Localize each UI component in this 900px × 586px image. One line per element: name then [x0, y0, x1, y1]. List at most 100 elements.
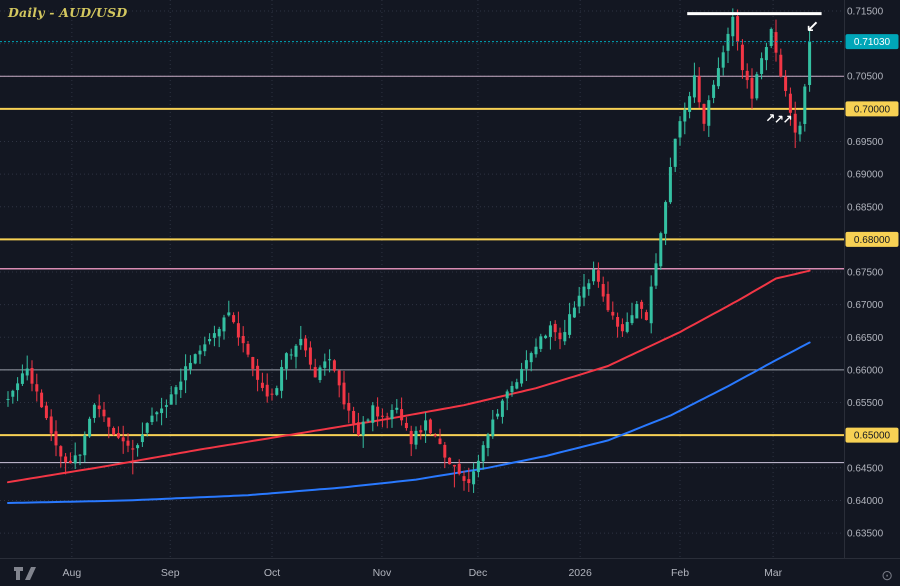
candle-body: [25, 368, 29, 376]
candle-body: [64, 456, 68, 463]
candle-body: [97, 405, 101, 410]
candle-body: [577, 295, 581, 307]
candle-body: [304, 338, 308, 351]
candle-body: [620, 324, 624, 332]
arrow-annotation: ↗: [765, 111, 775, 125]
candle-body: [150, 415, 154, 423]
candle-body: [88, 418, 92, 437]
candle-body: [222, 317, 226, 332]
candle-body: [136, 445, 140, 449]
candle-body: [188, 362, 192, 370]
time-axis-label: Dec: [469, 567, 488, 579]
candle-body: [179, 381, 183, 390]
candle-body: [500, 400, 504, 417]
candle-body: [644, 312, 648, 321]
candle-body: [726, 33, 730, 51]
candle-body: [654, 263, 658, 286]
candle-body: [318, 367, 322, 381]
candle-body: [601, 284, 605, 297]
price-axis-label: 0.66000: [847, 365, 884, 376]
candle-body: [241, 335, 245, 344]
candle-body: [452, 464, 456, 467]
candle-body: [352, 411, 356, 424]
candle-body: [611, 311, 615, 316]
candle-body: [505, 391, 509, 399]
price-axis-label: 0.70500: [847, 72, 884, 83]
candle-body: [11, 390, 15, 397]
candle-body: [294, 345, 298, 357]
candle-body: [289, 354, 293, 356]
candle-body: [630, 315, 634, 324]
arrow-annotation: ↙: [806, 17, 819, 36]
candle-body: [678, 121, 682, 138]
time-axis-label: 2026: [568, 567, 592, 579]
candle-body: [697, 76, 701, 103]
candle-body: [20, 373, 24, 384]
candle-body: [563, 332, 567, 342]
candle-body: [366, 419, 370, 421]
candle-body: [774, 32, 778, 53]
candle-body: [328, 359, 332, 361]
candle-body: [131, 448, 135, 450]
candle-body: [524, 360, 528, 369]
candle-body: [16, 383, 20, 391]
candle-body: [438, 438, 442, 445]
candle-body: [112, 428, 116, 435]
candle-body: [68, 460, 72, 464]
candle-body: [683, 109, 687, 122]
candle-body: [155, 412, 159, 415]
price-axis-label: 0.71500: [847, 6, 884, 17]
candle-body: [755, 74, 759, 99]
candle-body: [625, 321, 629, 332]
candle-body: [692, 75, 696, 98]
time-axis[interactable]: Aug Sep Oct Nov Dec 2026 Feb Mar: [62, 567, 782, 579]
candle-body: [232, 315, 236, 323]
candle-body: [308, 347, 312, 365]
candle-body: [476, 460, 480, 473]
time-axis-label: Mar: [764, 567, 783, 579]
candle-body: [337, 370, 341, 386]
moving-averages: [7, 269, 811, 504]
candle-body: [217, 328, 221, 337]
candle-body: [390, 409, 394, 420]
candle-body: [736, 16, 740, 42]
candle-body: [592, 269, 596, 282]
candle-body: [760, 58, 764, 74]
price-axis-badge-label: 0.71030: [854, 37, 891, 48]
candle-body: [251, 356, 255, 369]
candle-body: [409, 430, 413, 445]
price-axis-badge: [845, 101, 899, 117]
candle-body: [184, 366, 188, 381]
candle-body: [169, 394, 173, 405]
candle-body: [616, 316, 620, 327]
candle-body: [769, 29, 773, 46]
visibility-icon[interactable]: ⊙: [881, 567, 893, 583]
price-axis-badge-label: 0.70000: [854, 104, 891, 115]
candle-body: [236, 323, 240, 338]
candle-body: [203, 344, 207, 352]
candle-body: [83, 435, 87, 456]
price-axis-label: 0.66500: [847, 333, 884, 344]
candle-body: [140, 434, 144, 443]
candle-body: [59, 446, 63, 457]
candle-body: [803, 86, 807, 124]
candle-body: [208, 339, 212, 342]
price-axis-badge: [845, 427, 899, 443]
candle-body: [193, 354, 197, 364]
candle-body: [275, 388, 279, 395]
price-axis[interactable]: 0.71500 0.70500 0.70000 0.69500 0.69000 0.685…: [845, 6, 899, 540]
candle-body: [582, 286, 586, 298]
candle-body: [448, 457, 452, 465]
candle-body: [457, 463, 461, 474]
candle-body: [164, 405, 168, 407]
candle-body: [798, 125, 802, 135]
candle-body: [764, 47, 768, 61]
candle-body: [707, 100, 711, 126]
candle-body: [515, 382, 519, 389]
time-axis-label: Feb: [671, 567, 689, 579]
candle-body: [371, 405, 375, 423]
candle-body: [745, 70, 749, 81]
candle-body: [395, 407, 399, 410]
candle-body: [784, 76, 788, 91]
